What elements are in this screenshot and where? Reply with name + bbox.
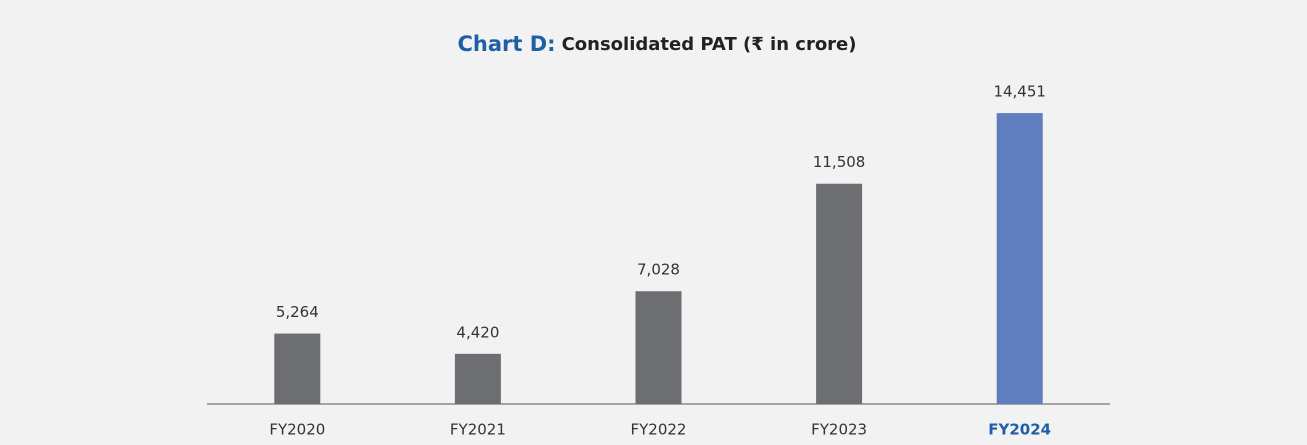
bar xyxy=(996,113,1043,404)
x-tick-label: FY2021 xyxy=(450,421,506,439)
bar xyxy=(635,291,682,404)
value-label: 7,028 xyxy=(637,261,680,279)
bar xyxy=(816,183,863,404)
value-label: 14,451 xyxy=(993,83,1046,101)
x-tick-label: FY2022 xyxy=(631,421,687,439)
value-label: 4,420 xyxy=(456,323,499,341)
value-label: 11,508 xyxy=(813,153,866,171)
chart-title: Chart D: Consolidated PAT (₹ in crore) xyxy=(458,32,857,56)
title-text: Consolidated PAT (₹ in crore) xyxy=(562,34,857,55)
x-tick-label: FY2023 xyxy=(811,421,867,439)
x-tick-label: FY2020 xyxy=(269,421,325,439)
bar xyxy=(274,333,321,404)
x-tick-label: FY2024 xyxy=(988,421,1051,439)
title-prefix: Chart D: xyxy=(458,32,556,56)
bar xyxy=(454,353,501,404)
value-label: 5,264 xyxy=(276,303,319,321)
